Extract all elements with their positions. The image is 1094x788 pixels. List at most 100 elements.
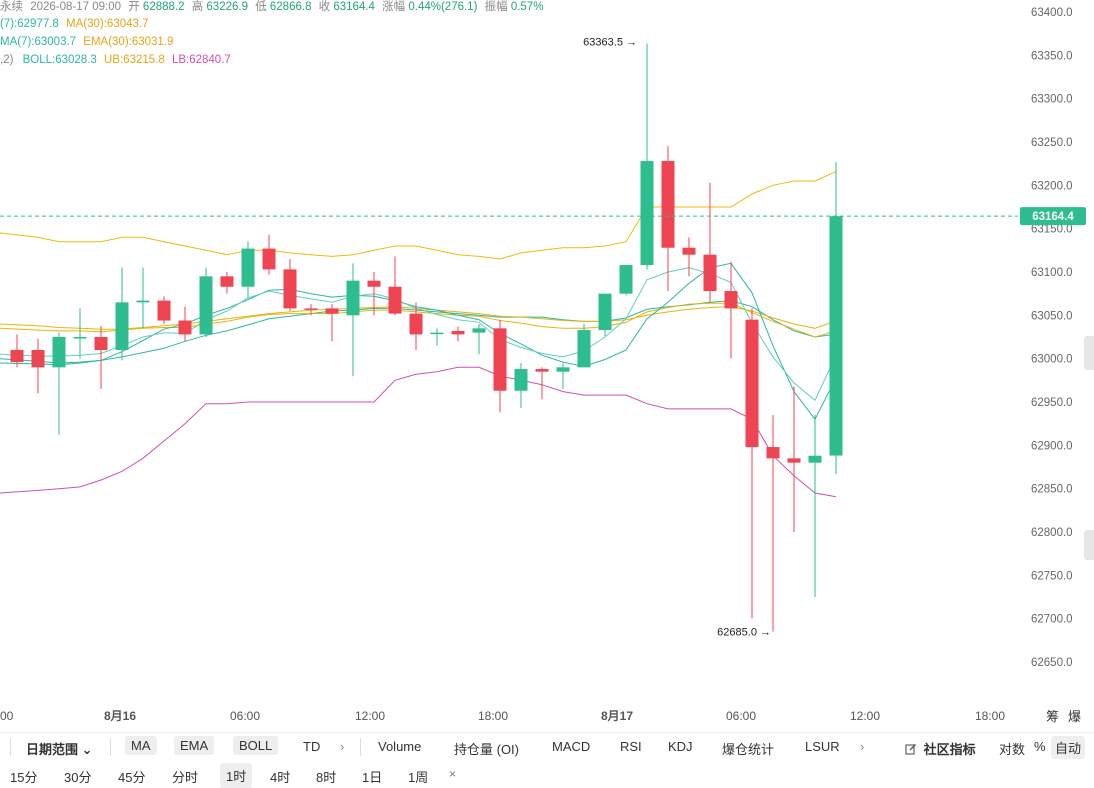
x-tick-label: 06:00 bbox=[230, 709, 260, 723]
boll-params: ,2) bbox=[0, 54, 14, 66]
close-icon[interactable]: × bbox=[449, 767, 457, 781]
chevron-right-icon[interactable]: › bbox=[860, 739, 865, 754]
timeframe-15分[interactable]: 15分 bbox=[10, 770, 38, 785]
candlestick-chart[interactable]: 63400.0 63350.0 63300.0 63250.0 63200.0 63150… bbox=[0, 0, 1094, 732]
y-tick-label: 63100.0 bbox=[1031, 267, 1073, 279]
y-tick-label: 62750.0 bbox=[1031, 570, 1073, 582]
community-indicators-button[interactable]: 社区指标 bbox=[905, 739, 976, 758]
ema-indicator-button[interactable]: EMA bbox=[174, 736, 215, 755]
candle-body bbox=[724, 291, 738, 309]
candle-body bbox=[598, 293, 612, 331]
x-tick-label: 00 bbox=[0, 709, 14, 723]
high-price-marker: 63363.5 → bbox=[583, 37, 637, 49]
timeframe-45分[interactable]: 45分 bbox=[118, 770, 146, 785]
rsi-indicator-button[interactable]: RSI bbox=[620, 739, 642, 754]
timeframe-8时[interactable]: 8时 bbox=[316, 770, 337, 785]
candle-body bbox=[619, 265, 633, 294]
lsur-indicator-button[interactable]: LSUR bbox=[805, 739, 840, 754]
timeframe-分时[interactable]: 分时 bbox=[172, 770, 199, 785]
boll-lb-value: LB:62840.7 bbox=[171, 54, 231, 66]
y-tick-label: 63000.0 bbox=[1031, 354, 1073, 366]
ma7-value: (7):62977.8 bbox=[0, 18, 59, 30]
right-panel-handle-bottom[interactable] bbox=[1084, 530, 1094, 560]
liquidation-stats-button[interactable]: 爆仓统计 bbox=[722, 742, 775, 757]
auto-scale-button[interactable]: 自动 bbox=[1051, 736, 1086, 759]
candle-body bbox=[115, 302, 129, 350]
candle-body bbox=[94, 337, 108, 350]
date-range-label: 日期范围 bbox=[26, 742, 79, 757]
x-tick-label: 18:00 bbox=[975, 709, 1005, 723]
y-tick-label: 63250.0 bbox=[1031, 137, 1073, 149]
td-indicator-button[interactable]: TD bbox=[303, 739, 321, 754]
candle-body bbox=[682, 247, 696, 255]
timeframe-4时[interactable]: 4时 bbox=[270, 770, 291, 785]
liquidation-chip-label: 爆 bbox=[1068, 710, 1081, 725]
timeframe-1日[interactable]: 1日 bbox=[362, 770, 383, 785]
toolbar-divider bbox=[360, 738, 361, 756]
ma-indicator-button[interactable]: MA bbox=[125, 736, 157, 755]
candle-body bbox=[157, 300, 171, 321]
chip-distribution-label: 筹 bbox=[1046, 709, 1059, 725]
ema30-value: EMA(30):63031.9 bbox=[83, 36, 174, 48]
volume-indicator-button[interactable]: Volume bbox=[378, 739, 422, 754]
boll-mid-value: BOLL:63028.3 bbox=[22, 54, 97, 66]
log-scale-button[interactable]: 对数 bbox=[999, 742, 1026, 757]
low-value: 62866.8 bbox=[269, 1, 312, 13]
timeframe-1时[interactable]: 1时 bbox=[220, 763, 253, 788]
candle-body bbox=[535, 369, 549, 372]
toolbar-divider bbox=[110, 738, 111, 756]
candle-body bbox=[409, 313, 423, 335]
low-price-marker: 62685.0 → bbox=[717, 627, 771, 639]
y-tick-label: 63300.0 bbox=[1031, 94, 1073, 106]
timeframe-bar: 15分 30分 45分 分时 1时 4时 8时 1日 1周 × bbox=[0, 761, 1094, 788]
current-price-label: 63164.4 bbox=[1032, 211, 1074, 223]
contract-type: 永续 bbox=[0, 1, 23, 13]
chevron-right-icon[interactable]: › bbox=[340, 739, 345, 754]
right-panel-handle-top[interactable] bbox=[1084, 336, 1094, 370]
x-tick-label: 12:00 bbox=[355, 709, 385, 723]
macd-indicator-button[interactable]: MACD bbox=[552, 739, 591, 754]
date-range-button[interactable]: 日期范围 ⌄ bbox=[26, 739, 93, 758]
candle-body bbox=[829, 216, 843, 456]
candle-body bbox=[136, 300, 150, 303]
candle-body bbox=[178, 320, 192, 335]
toolbar-divider bbox=[10, 738, 11, 756]
open-interest-button[interactable]: 持仓量 (OI) bbox=[454, 742, 519, 757]
timeframe-30分[interactable]: 30分 bbox=[64, 770, 92, 785]
candle-body bbox=[808, 455, 822, 463]
candle-body bbox=[556, 367, 570, 372]
boll-lower-band-line bbox=[0, 366, 837, 498]
candle-body bbox=[472, 328, 486, 333]
boll-info-line[interactable]: ,2) BOLL:63028.3 UB:63215.8 LB:62840.7 bbox=[0, 53, 231, 67]
candle-body bbox=[787, 458, 801, 463]
boll-indicator-button[interactable]: BOLL bbox=[233, 736, 279, 755]
ma-info-line[interactable]: (7):62977.8 MA(30):63043.7 bbox=[0, 17, 149, 31]
ema-info-line[interactable]: MA(7):63003.7 EMA(30):63031.9 bbox=[0, 35, 173, 49]
percent-scale-button[interactable]: % bbox=[1034, 739, 1046, 754]
indicator-toolbar: 日期范围 ⌄ MA EMA BOLL TD › Volume 持仓量 (OI) … bbox=[0, 732, 1094, 761]
amplitude-label: 振幅 bbox=[484, 1, 508, 13]
low-label: 低 bbox=[255, 1, 267, 13]
ma30-value: MA(30):63043.7 bbox=[66, 18, 149, 30]
candle-body bbox=[262, 248, 276, 270]
candle-datetime: 2026-08-17 09:00 bbox=[30, 1, 122, 13]
candle-body bbox=[241, 248, 255, 287]
candle-body bbox=[430, 332, 444, 335]
timeframe-1周[interactable]: 1周 bbox=[408, 770, 429, 785]
community-indicators-label: 社区指标 bbox=[923, 742, 976, 757]
candle-body bbox=[514, 369, 528, 391]
candle-body bbox=[199, 276, 213, 335]
candle-body bbox=[745, 319, 759, 448]
candle-body bbox=[325, 308, 339, 314]
edit-icon bbox=[905, 744, 916, 755]
ema30-line bbox=[0, 302, 837, 338]
x-tick-label: 8月17 bbox=[601, 709, 633, 723]
y-tick-label: 62650.0 bbox=[1031, 657, 1073, 669]
current-price-badge bbox=[1020, 207, 1086, 226]
candle-body bbox=[10, 350, 24, 363]
candle-body bbox=[73, 337, 87, 339]
candle-body bbox=[346, 280, 360, 316]
boll-upper-band-line bbox=[0, 171, 837, 260]
y-tick-label: 62700.0 bbox=[1031, 614, 1073, 626]
kdj-indicator-button[interactable]: KDJ bbox=[668, 739, 693, 754]
